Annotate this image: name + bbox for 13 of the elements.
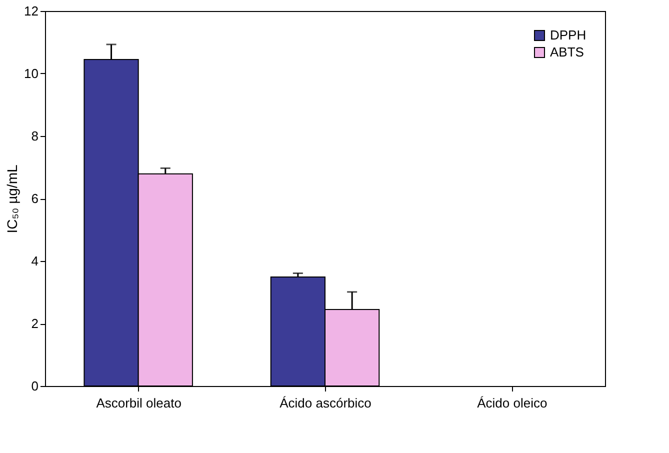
y-tick-label: 4 (31, 254, 38, 268)
legend-label: ABTS (550, 44, 584, 60)
legend-label: DPPH (550, 28, 586, 42)
y-tick-label: 0 (31, 378, 38, 394)
y-tick-label: 10 (24, 66, 38, 81)
x-tick-label: Ácido oleico (477, 396, 548, 410)
y-tick-label: 8 (31, 128, 38, 144)
y-axis-title: IC₅₀ µg/mL (4, 164, 20, 234)
x-tick-label: Ascorbil oleato (96, 396, 182, 410)
y-tick-label: 6 (31, 191, 38, 206)
y-tick-label: 2 (31, 316, 38, 331)
y-tick-label: 12 (24, 4, 38, 18)
x-tick-label: Ácido ascórbico (280, 396, 372, 410)
